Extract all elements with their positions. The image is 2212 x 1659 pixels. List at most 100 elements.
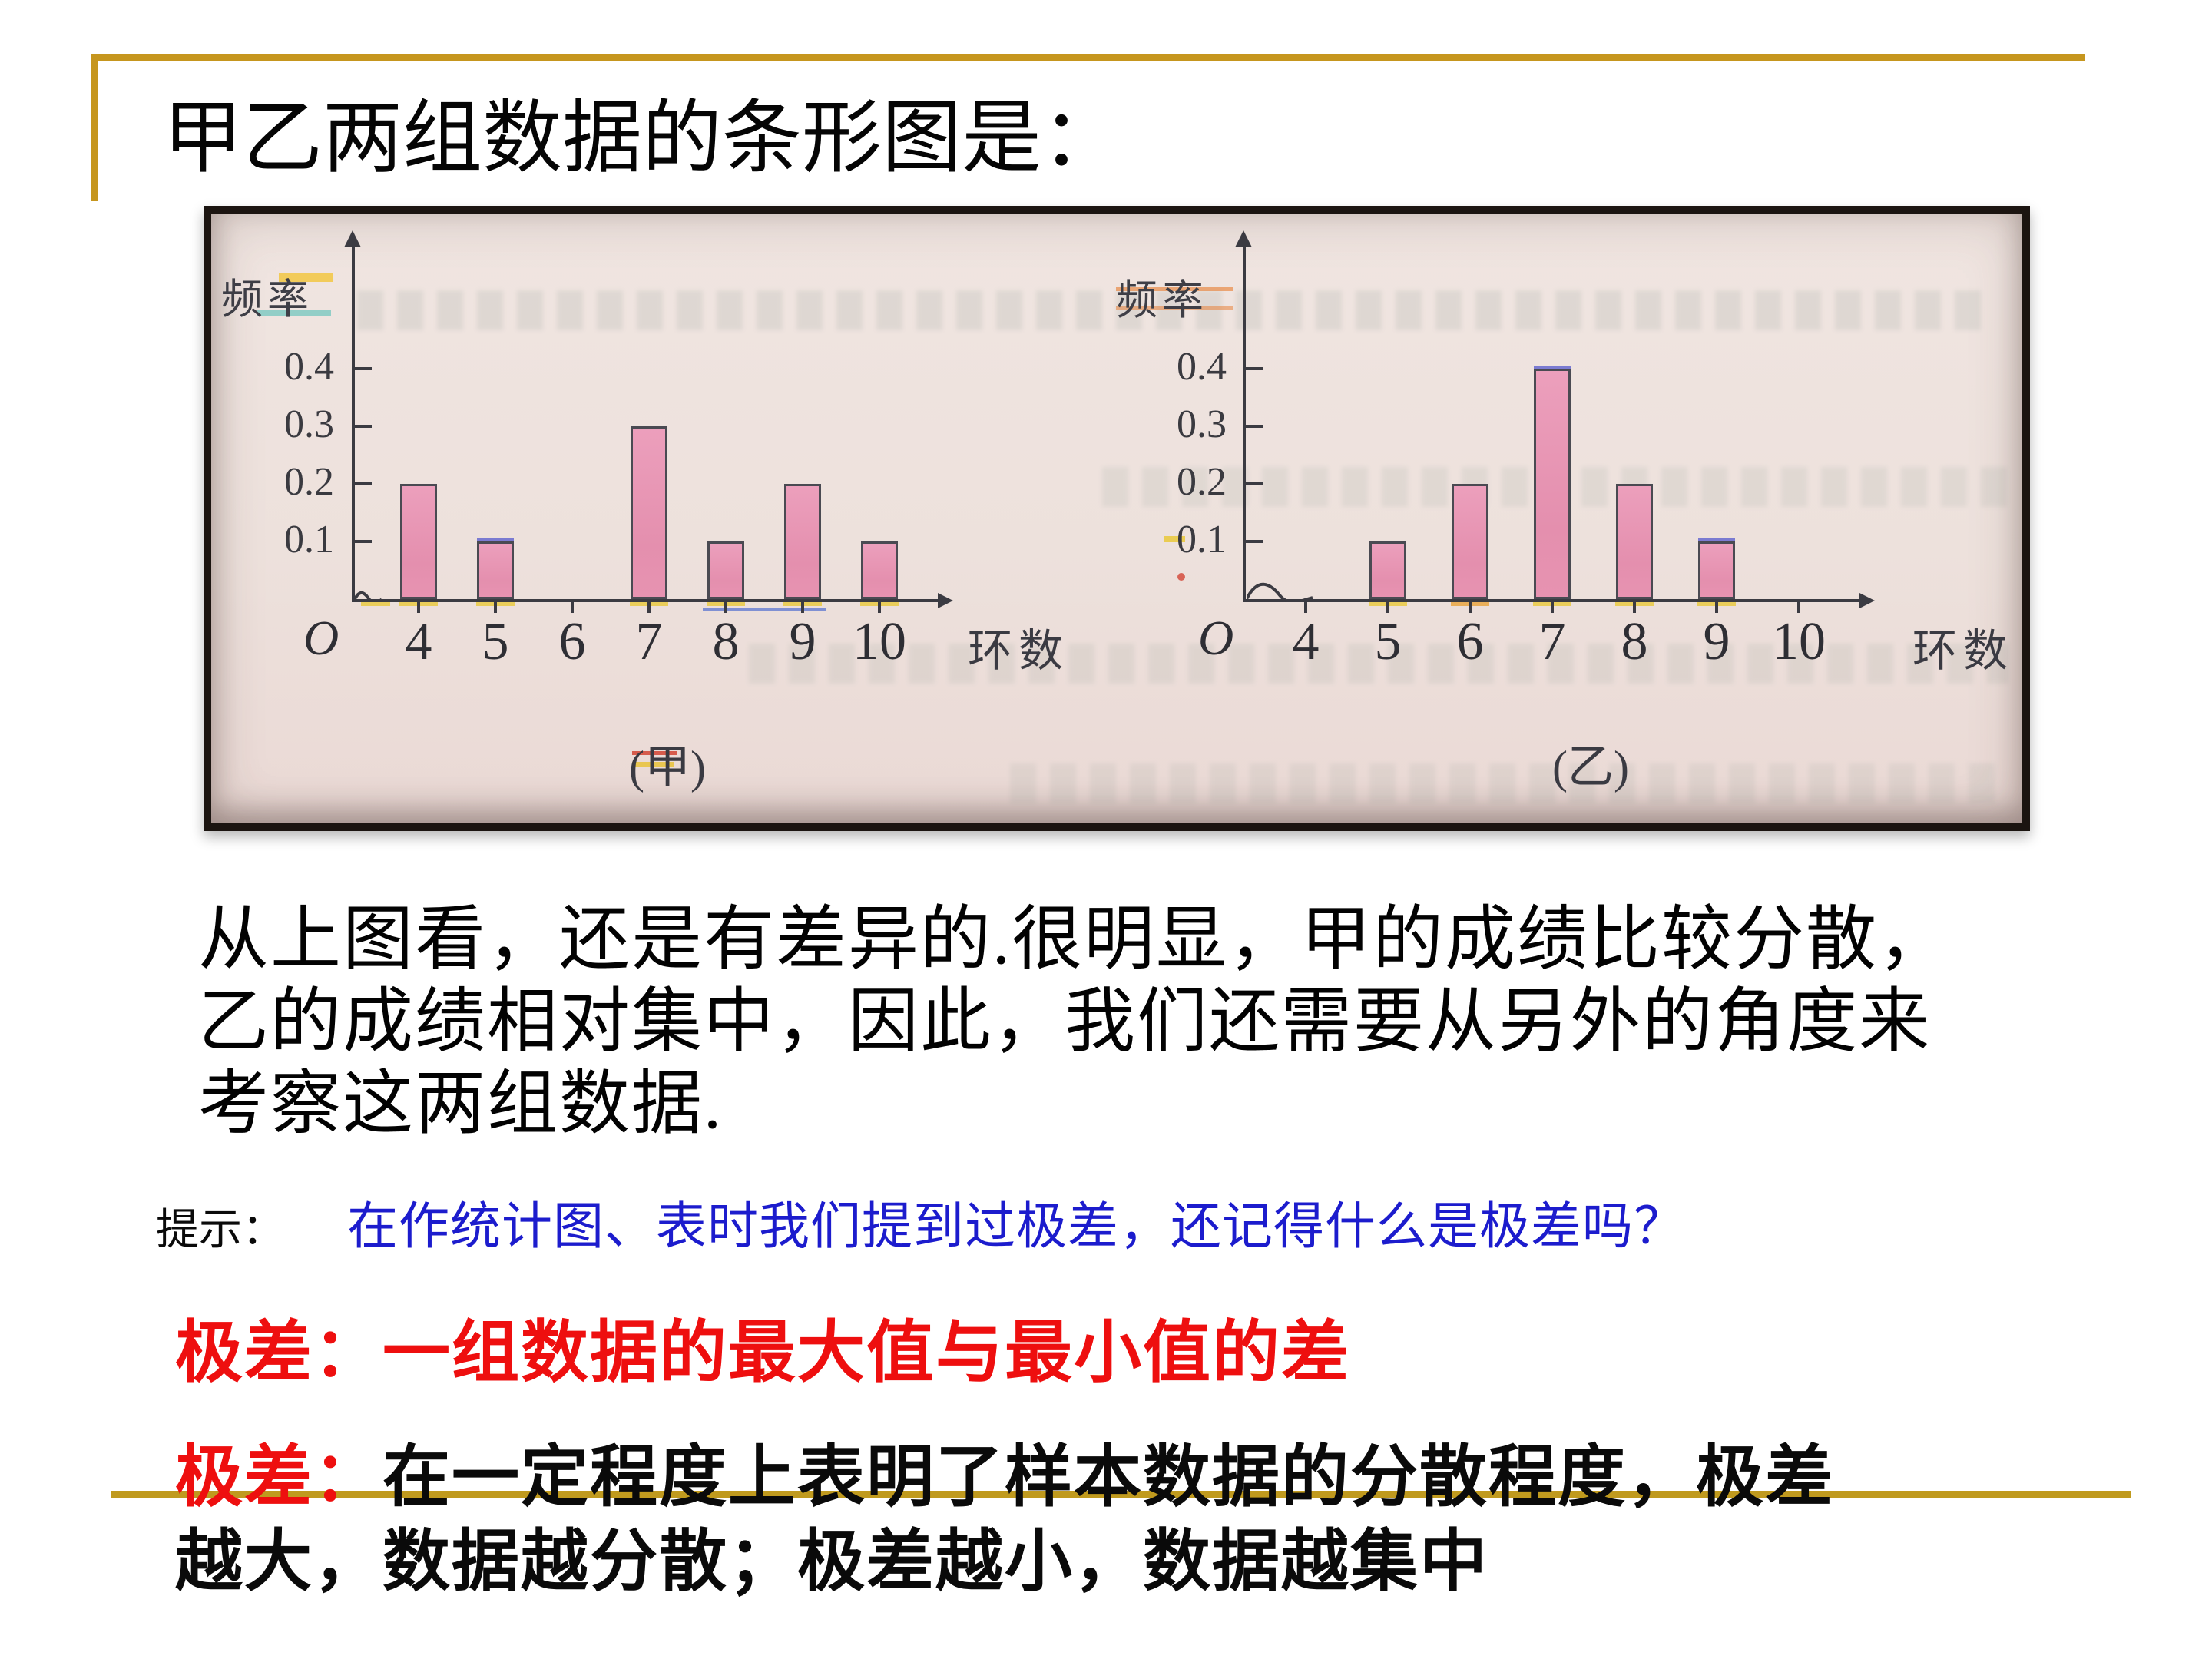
bar <box>477 541 514 599</box>
paragraph-line-3: 考察这两组数据. <box>198 1065 724 1143</box>
range-note-text-1: 在一定程度上表明了样本数据的分散程度，极差 <box>382 1441 1835 1515</box>
y-axis-arrow-icon <box>1235 230 1252 247</box>
highlight-mark-orange <box>1116 306 1233 310</box>
gold-rule-top <box>91 54 2085 61</box>
x-tick-label: 6 <box>1456 612 1484 671</box>
y-axis-title: 频率 <box>221 276 313 323</box>
x-tick <box>1797 602 1800 613</box>
y-axis-title: 频率 <box>1116 277 1208 323</box>
x-tick <box>494 602 497 613</box>
chart-caption: (乙) <box>1552 742 1629 793</box>
y-axis <box>352 246 355 602</box>
y-tick-label: 0.3 <box>1177 402 1227 446</box>
bar <box>631 426 667 599</box>
page-title: 甲乙两组数据的条形图是： <box>163 94 1122 183</box>
bar <box>1452 484 1488 599</box>
x-tick <box>801 602 804 613</box>
y-axis-arrow-icon <box>344 230 361 247</box>
y-tick-label: 0.1 <box>284 518 334 561</box>
y-tick <box>355 482 372 485</box>
range-definition-label: 极差： <box>175 1316 383 1391</box>
highlight-mark-blue <box>703 608 826 611</box>
x-tick-label: 9 <box>1703 612 1730 671</box>
x-tick <box>417 602 420 613</box>
x-tick <box>1715 602 1718 613</box>
pen-mark-blue-cap <box>477 538 514 541</box>
axis-break-squiggle <box>1247 582 1313 602</box>
x-tick-label: 10 <box>853 612 906 671</box>
range-note-label: 极差： <box>175 1441 383 1515</box>
x-tick <box>1304 602 1307 613</box>
x-tick <box>647 602 651 613</box>
range-note: 极差：在一定程度上表明了样本数据的分散程度，极差 <box>175 1422 1834 1520</box>
bar <box>1698 541 1735 599</box>
paragraph-line-2: 乙的成绩相对集中，因此，我们还需要从另外的角度来 <box>198 982 1932 1061</box>
bar <box>1534 369 1571 599</box>
y-tick <box>1246 540 1263 543</box>
scan-bleed-row <box>1010 763 2008 803</box>
bar <box>784 484 821 599</box>
highlight-mark-yellow <box>1164 536 1185 542</box>
x-tick <box>724 602 727 613</box>
x-tick-label: 5 <box>482 612 509 671</box>
scanned-charts-photo: 频率 0.1 0.2 0.3 0.4 O 4 5 6 7 8 9 10 环数 (甲) 频率 0.1 0.2 0.3 0… <box>204 206 2030 831</box>
y-tick-label: 0.1 <box>1177 518 1227 561</box>
bar <box>400 484 437 599</box>
y-tick-label: 0.2 <box>1177 460 1227 504</box>
scan-bleed-row <box>357 290 1993 330</box>
x-tick <box>1469 602 1472 613</box>
x-tick-label: 4 <box>405 612 432 671</box>
bar <box>707 541 744 599</box>
scan-bleed-row <box>749 644 2008 684</box>
x-tick-label: 4 <box>1292 612 1320 671</box>
y-tick <box>355 425 372 428</box>
x-axis-title: 环数 <box>1912 626 2015 676</box>
y-tick <box>1246 367 1263 370</box>
y-tick <box>1246 425 1263 428</box>
range-definition-text: 一组数据的最大值与最小值的差 <box>382 1316 1351 1391</box>
x-tick-label: 7 <box>635 612 663 671</box>
gold-rule-left <box>91 54 98 201</box>
y-tick-label: 0.2 <box>284 460 334 504</box>
x-tick-label: 9 <box>789 612 816 671</box>
y-tick <box>1246 482 1263 485</box>
x-axis-arrow-icon <box>1859 593 1875 608</box>
range-note-continued: 越大，数据越分散；极差越小，数据越集中 <box>175 1525 1489 1600</box>
x-axis-title: 环数 <box>968 626 1070 676</box>
x-tick-label: 7 <box>1538 612 1566 671</box>
origin-label: O <box>303 611 339 665</box>
x-tick-label: 10 <box>1772 612 1826 671</box>
x-tick <box>1633 602 1636 613</box>
paragraph-line-1: 从上图看，还是有差异的.很明显，甲的成绩比较分散， <box>198 900 1951 979</box>
bar <box>1369 541 1406 599</box>
y-axis <box>1243 246 1246 602</box>
x-axis <box>1244 599 1863 602</box>
x-tick <box>878 602 881 613</box>
gold-rule-bottom <box>111 1491 2131 1498</box>
pen-mark-red <box>632 751 677 755</box>
highlight-mark-orange <box>1116 287 1233 291</box>
highlight-mark-teal <box>257 310 331 316</box>
x-tick <box>571 602 574 613</box>
y-tick-label: 0.4 <box>284 345 334 389</box>
x-tick-label: 6 <box>558 612 586 671</box>
bar <box>861 541 898 599</box>
hint-text: 在作统计图、表时我们提到过极差，还记得什么是极差吗？ <box>347 1199 1685 1255</box>
x-tick-label: 8 <box>712 612 740 671</box>
axis-break-squiggle <box>354 591 383 602</box>
y-tick <box>355 540 372 543</box>
chart-caption: (甲) <box>629 742 706 793</box>
pen-mark-blue-cap <box>1534 366 1571 369</box>
x-tick-label: 8 <box>1621 612 1648 671</box>
highlight-mark-yellow <box>361 601 390 606</box>
x-tick <box>1551 602 1554 613</box>
x-axis-arrow-icon <box>938 593 953 608</box>
y-tick-label: 0.3 <box>284 402 334 446</box>
y-tick-label: 0.4 <box>1177 345 1227 389</box>
pen-mark-red-dot <box>1177 573 1185 581</box>
origin-label: O <box>1198 611 1234 665</box>
hint-label: 提示： <box>156 1207 285 1254</box>
highlight-mark-yellow <box>279 273 333 282</box>
y-tick <box>355 367 372 370</box>
x-tick <box>1386 602 1389 613</box>
